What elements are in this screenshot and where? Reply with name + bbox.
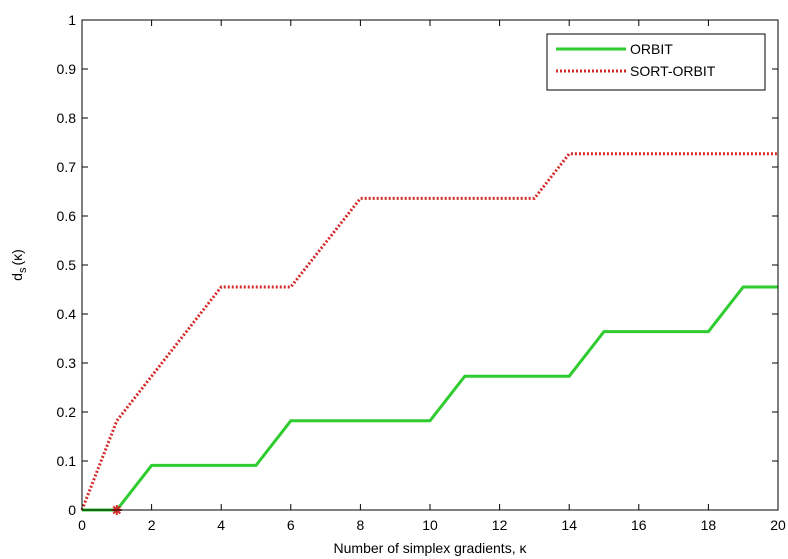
series-line-orbit [82,285,778,512]
y-tick-label: 0.9 [57,61,77,77]
legend-orbit-label: ORBIT [630,41,673,57]
x-tick-label: 8 [357,517,365,533]
x-axis-label: Number of simplex gradients, κ [334,540,528,556]
x-tick-label: 2 [148,517,156,533]
x-tick-label: 0 [78,517,86,533]
x-tick-label: 10 [422,517,438,533]
x-tick-label: 12 [492,517,508,533]
y-axis-label-arg: (κ) [9,249,25,265]
y-tick-label: 0.6 [57,208,77,224]
y-tick-label: 0.8 [57,110,77,126]
y-tick-label: 0 [68,502,76,518]
ticks-layer: 0 2 4 6 8 10 12 14 16 18 20 0 0.1 0.2 0.3 0.4 0.5 0.6 0.7 0… [57,12,786,533]
legend-box [546,33,766,91]
x-tick-label: 18 [701,517,717,533]
y-tick-label: 0.2 [57,404,77,420]
y-tick-label: 0.7 [57,159,77,175]
y-tick-label: 0.1 [57,453,77,469]
legend-sort-orbit-label: SORT-ORBIT [630,63,716,79]
y-tick-label: 0.5 [57,257,77,273]
x-tick-label: 4 [217,517,225,533]
y-tick-label: 0.3 [57,355,77,371]
x-tick-label: 16 [631,517,647,533]
legend: ORBIT SORT-ORBIT [546,33,766,91]
y-tick-label: 0.4 [57,306,77,322]
svg-text:ds(κ): ds (κ) [9,249,29,281]
y-axis-label-main: d [9,273,25,281]
y-axis-label-sub: s [17,267,29,273]
y-tick-label: 1 [68,12,76,28]
x-tick-label: 20 [770,517,786,533]
x-tick-label: 6 [287,517,295,533]
y-axis-label: ds (κ) [9,249,29,281]
x-tick-label: 14 [561,517,577,533]
